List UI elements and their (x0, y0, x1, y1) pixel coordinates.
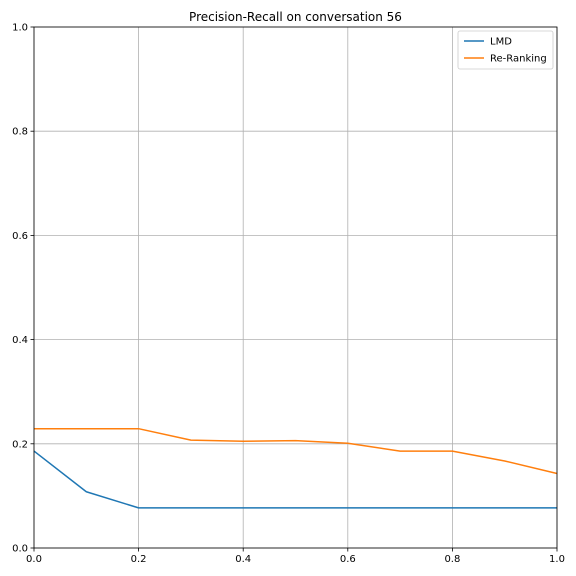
series-line-re-ranking (34, 427, 558, 475)
x-tick-label: 0.8 (444, 554, 460, 565)
y-tick-label: 0.6 (12, 231, 28, 242)
legend-label: Re-Ranking (490, 54, 547, 65)
y-tick-label: 0.8 (12, 127, 28, 138)
y-tick-label: 1.0 (12, 23, 28, 34)
axis-ticks: 0.0 0.2 0.4 0.6 0.8 1.0 0.0 0.2 0.4 0.6 0.8 1.0 (12, 23, 565, 566)
legend-label: LMD (490, 37, 512, 48)
plot-frame (33, 26, 558, 549)
series-line-lmd (33, 450, 557, 509)
chart-title: Precision-Recall on conversation 56 (189, 10, 402, 24)
x-tick-label: 0.6 (340, 554, 356, 565)
y-tick-label: 0.2 (12, 439, 28, 450)
x-tick-label: 0.4 (235, 554, 251, 565)
x-tick-label: 1.0 (549, 554, 565, 565)
y-tick-label: 0.0 (12, 544, 28, 555)
x-tick-label: 0.2 (131, 554, 147, 565)
legend: LMD Re-Ranking (457, 30, 554, 70)
y-tick-label: 0.4 (12, 335, 28, 346)
x-tick-label: 0.0 (26, 554, 42, 565)
series-lines (33, 427, 558, 509)
